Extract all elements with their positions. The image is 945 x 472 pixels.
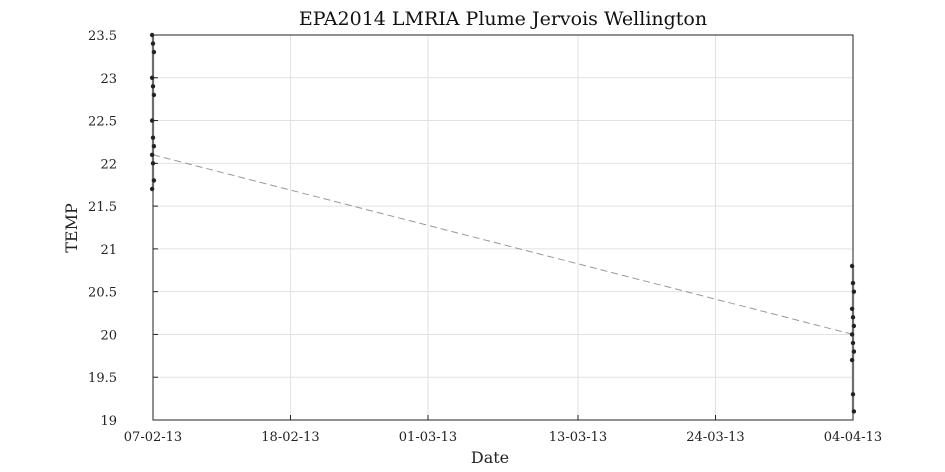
data-point xyxy=(851,349,857,354)
grid xyxy=(152,34,854,421)
y-tick-label: 20.5 xyxy=(88,286,117,301)
x-axis-label: Date xyxy=(471,448,509,467)
data-point xyxy=(151,49,157,55)
y-tick-label: 19 xyxy=(100,414,117,429)
x-tick-label: 07-02-13 xyxy=(124,430,182,445)
data-point xyxy=(849,263,855,269)
chart-title: EPA2014 LMRIA Plume Jervois Wellington xyxy=(299,8,707,30)
x-tick-label: 18-02-13 xyxy=(261,430,319,445)
data-point xyxy=(151,144,157,149)
data-point xyxy=(849,332,855,337)
data-point xyxy=(149,152,155,157)
data-point xyxy=(149,186,155,192)
data-point xyxy=(851,409,857,414)
plot-area xyxy=(149,32,857,414)
x-tick-label: 04-04-13 xyxy=(824,430,882,445)
y-axis-label: TEMP xyxy=(62,203,81,253)
data-point xyxy=(151,178,157,183)
x-tick-label: 01-03-13 xyxy=(399,430,457,445)
y-tick-label: 21.5 xyxy=(88,200,117,215)
x-tick-label: 13-03-13 xyxy=(549,430,607,445)
y-tick-label: 20 xyxy=(100,328,117,343)
trend-line xyxy=(152,154,854,335)
x-tick-label: 24-03-13 xyxy=(686,430,744,445)
tick-labels: 07-02-13 18-02-13 01-03-13 13-03-13 24-03-13… xyxy=(88,29,882,445)
y-tick-label: 23.5 xyxy=(88,29,117,44)
data-point xyxy=(849,357,855,363)
data-point xyxy=(849,306,855,311)
y-tick-label: 22.5 xyxy=(88,115,117,130)
data-point xyxy=(851,289,857,294)
y-tick-label: 19.5 xyxy=(88,371,117,386)
data-point xyxy=(151,92,157,98)
y-tick-label: 23 xyxy=(100,72,117,87)
y-tick-label: 21 xyxy=(100,243,117,258)
plot-frame xyxy=(152,34,854,421)
data-point xyxy=(851,323,857,329)
y-tick-label: 22 xyxy=(100,157,117,172)
